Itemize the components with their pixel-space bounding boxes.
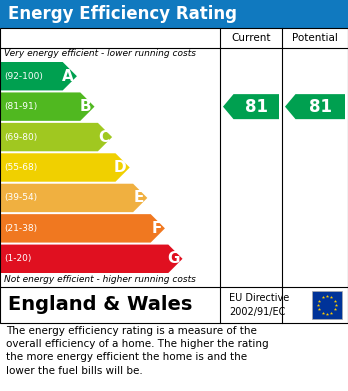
Text: 81: 81 xyxy=(245,98,268,116)
Bar xyxy=(0,287,348,323)
Bar xyxy=(0,28,348,323)
Bar xyxy=(0,0,348,28)
Text: (1-20): (1-20) xyxy=(4,254,31,263)
Polygon shape xyxy=(285,94,345,119)
Polygon shape xyxy=(0,214,165,242)
Polygon shape xyxy=(0,92,95,121)
Polygon shape xyxy=(0,245,182,273)
Text: B: B xyxy=(80,99,92,114)
Text: England & Wales: England & Wales xyxy=(8,296,192,314)
Text: EU Directive
2002/91/EC: EU Directive 2002/91/EC xyxy=(229,293,289,317)
Text: F: F xyxy=(151,221,162,236)
Text: Very energy efficient - lower running costs: Very energy efficient - lower running co… xyxy=(4,49,196,58)
Polygon shape xyxy=(223,94,279,119)
Text: (55-68): (55-68) xyxy=(4,163,37,172)
Polygon shape xyxy=(0,123,112,151)
Text: 81: 81 xyxy=(309,98,332,116)
Text: (21-38): (21-38) xyxy=(4,224,37,233)
Text: E: E xyxy=(134,190,144,205)
Polygon shape xyxy=(0,184,147,212)
Bar xyxy=(0,28,348,48)
Text: A: A xyxy=(62,69,74,84)
Text: Not energy efficient - higher running costs: Not energy efficient - higher running co… xyxy=(4,275,196,284)
Text: Current: Current xyxy=(231,33,271,43)
Polygon shape xyxy=(0,62,77,90)
Text: C: C xyxy=(98,129,109,145)
Text: (69-80): (69-80) xyxy=(4,133,37,142)
Text: Energy Efficiency Rating: Energy Efficiency Rating xyxy=(8,5,237,23)
Bar xyxy=(312,291,342,319)
Polygon shape xyxy=(0,153,130,182)
Text: (81-91): (81-91) xyxy=(4,102,37,111)
Text: (39-54): (39-54) xyxy=(4,194,37,203)
Text: G: G xyxy=(167,251,180,266)
Text: D: D xyxy=(114,160,127,175)
Text: (92-100): (92-100) xyxy=(4,72,43,81)
Text: The energy efficiency rating is a measure of the
overall efficiency of a home. T: The energy efficiency rating is a measur… xyxy=(6,326,269,376)
Text: Potential: Potential xyxy=(292,33,338,43)
